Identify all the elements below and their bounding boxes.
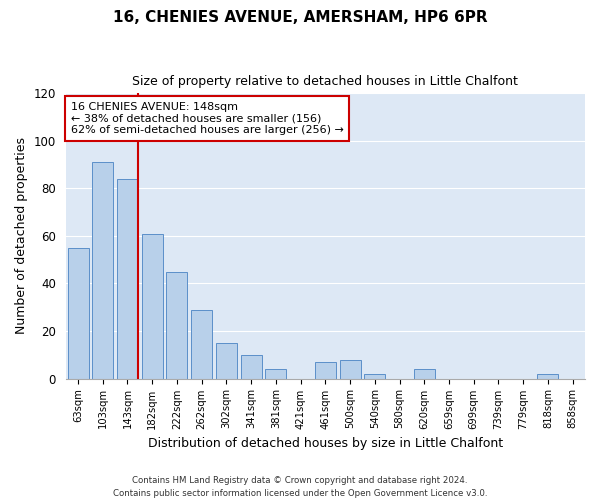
Y-axis label: Number of detached properties: Number of detached properties <box>15 138 28 334</box>
Bar <box>191 310 212 378</box>
Bar <box>364 374 385 378</box>
Bar <box>117 179 138 378</box>
Bar <box>315 362 336 378</box>
X-axis label: Distribution of detached houses by size in Little Chalfont: Distribution of detached houses by size … <box>148 437 503 450</box>
Bar <box>92 162 113 378</box>
Bar <box>414 369 435 378</box>
Title: Size of property relative to detached houses in Little Chalfont: Size of property relative to detached ho… <box>133 75 518 88</box>
Bar <box>216 343 237 378</box>
Text: 16 CHENIES AVENUE: 148sqm
← 38% of detached houses are smaller (156)
62% of semi: 16 CHENIES AVENUE: 148sqm ← 38% of detac… <box>71 102 344 135</box>
Bar <box>166 272 187 378</box>
Bar <box>68 248 89 378</box>
Text: 16, CHENIES AVENUE, AMERSHAM, HP6 6PR: 16, CHENIES AVENUE, AMERSHAM, HP6 6PR <box>113 10 487 25</box>
Bar <box>142 234 163 378</box>
Bar <box>340 360 361 378</box>
Bar <box>265 369 286 378</box>
Bar <box>241 355 262 378</box>
Bar <box>538 374 559 378</box>
Text: Contains HM Land Registry data © Crown copyright and database right 2024.
Contai: Contains HM Land Registry data © Crown c… <box>113 476 487 498</box>
